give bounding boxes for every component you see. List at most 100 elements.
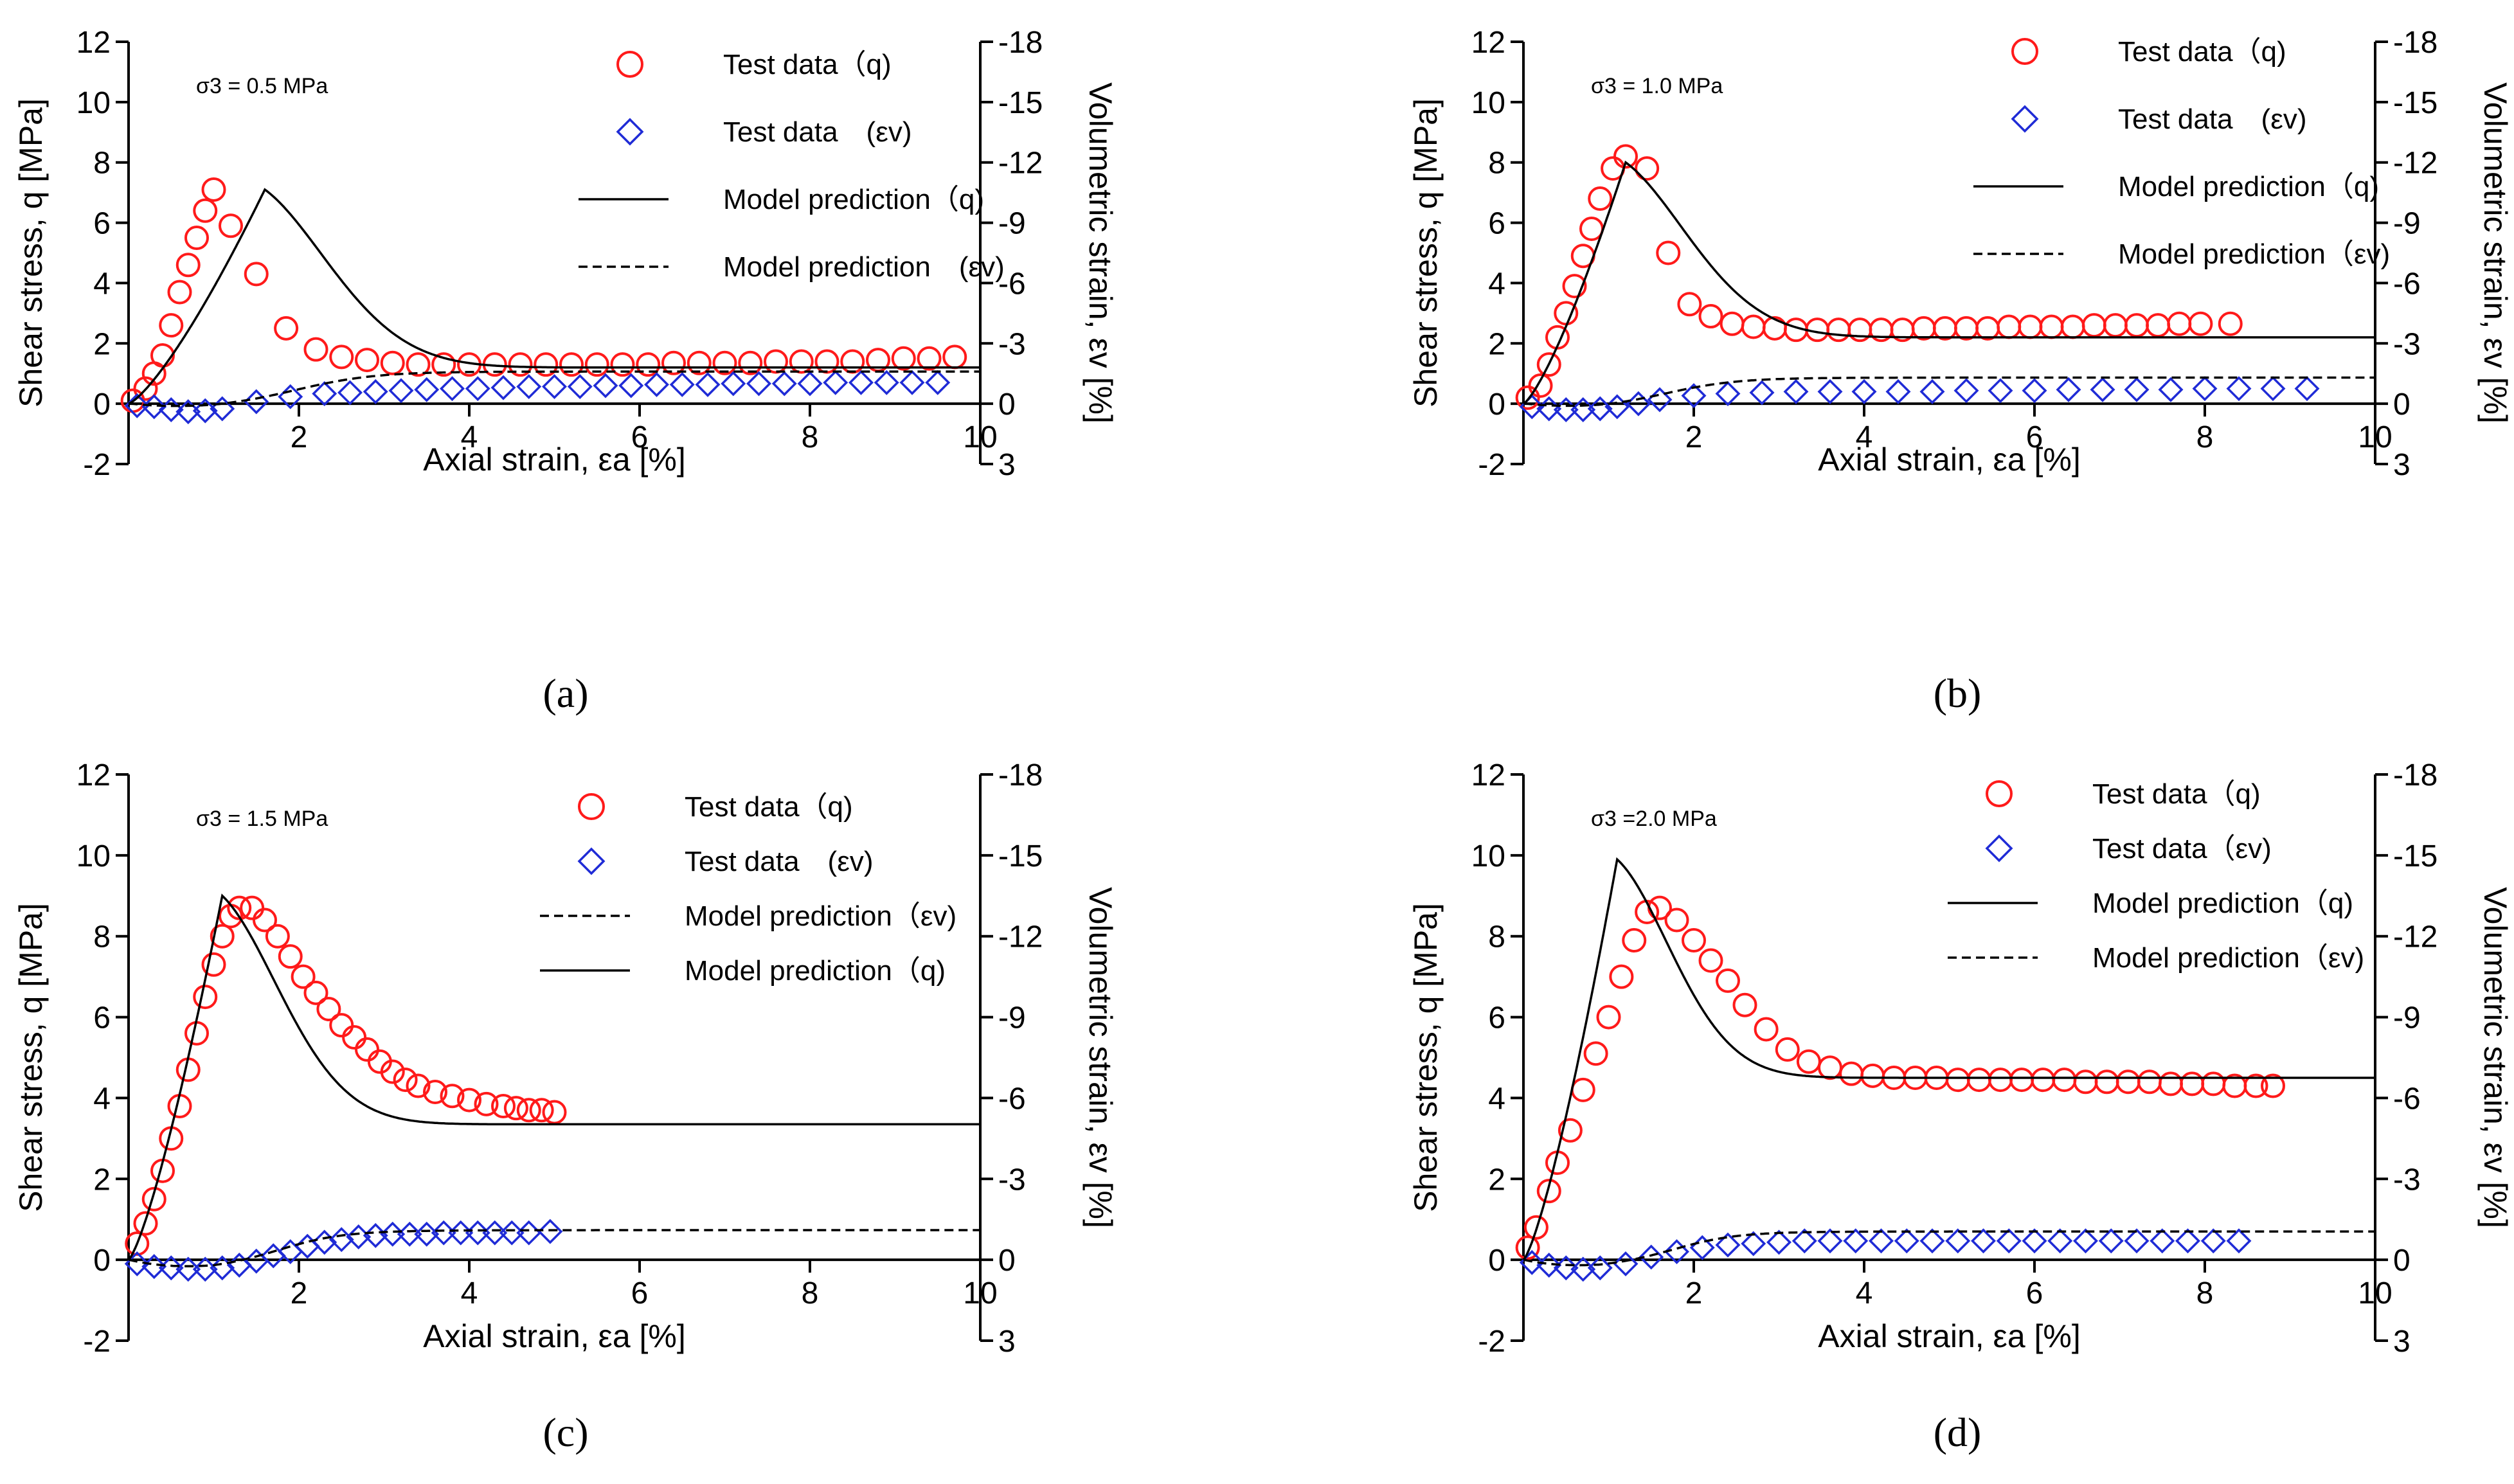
y-tick-label: 12 xyxy=(76,26,111,60)
test-q-point xyxy=(380,350,405,375)
x-tick-label: 10 xyxy=(2358,420,2392,454)
y2-tick-label: -15 xyxy=(2393,86,2438,120)
y-tick-label: 12 xyxy=(1471,26,1505,60)
test-q-point xyxy=(491,1094,516,1119)
test-ev-point xyxy=(1766,1229,1791,1255)
test-ev-point xyxy=(2226,376,2252,402)
test-ev-point xyxy=(1681,383,1707,409)
legend-label: Test data（εv) xyxy=(2092,833,2272,864)
test-ev-point xyxy=(797,371,823,397)
y2-tick-label: -3 xyxy=(998,1163,1026,1197)
y-axis-label: Shear stress, q [MPa] xyxy=(13,903,49,1212)
y-tick-label: 8 xyxy=(93,147,111,181)
test-q-point xyxy=(1635,156,1660,181)
test-q-point xyxy=(125,1231,150,1256)
test-ev-point xyxy=(2260,376,2286,402)
test-ev-point xyxy=(1919,379,1945,404)
test-ev-point xyxy=(1817,379,1843,404)
test-ev-point xyxy=(2022,1228,2047,1254)
y2-tick-label: -15 xyxy=(998,86,1043,120)
test-q-point xyxy=(193,985,218,1010)
test-q-point xyxy=(342,1025,367,1050)
test-ev-point xyxy=(2124,377,2150,402)
test-ev-point xyxy=(537,1219,563,1244)
test-q-point xyxy=(1558,1118,1583,1143)
test-ev-point xyxy=(2200,1228,2226,1254)
test-q-point xyxy=(2188,311,2213,336)
y-tick-label: 2 xyxy=(93,327,111,361)
test-q-point xyxy=(184,1021,209,1046)
test-q-point xyxy=(219,213,243,238)
test-q-point xyxy=(193,198,218,223)
test-ev-point xyxy=(542,374,567,400)
y-tick-label: 6 xyxy=(1488,1001,1505,1035)
test-ev-point xyxy=(1869,1228,1894,1254)
test-q-point xyxy=(2159,1071,2183,1096)
test-ev-point xyxy=(397,1221,422,1247)
x-tick-label: 10 xyxy=(963,420,997,454)
test-ev-point xyxy=(2150,1228,2175,1254)
test-q-point xyxy=(917,346,942,371)
test-q-point xyxy=(406,1073,431,1098)
test-q-point xyxy=(1613,144,1638,169)
model-ev-line xyxy=(1523,1230,2375,1267)
test-ev-point xyxy=(1783,379,1809,404)
y2-tick-label: -15 xyxy=(998,839,1043,873)
test-q-point xyxy=(1622,928,1647,953)
test-q-point xyxy=(764,349,788,374)
test-ev-point xyxy=(669,371,695,397)
test-q-point xyxy=(1596,1005,1621,1030)
test-q-point xyxy=(2018,314,2043,339)
y-tick-label: 10 xyxy=(1471,86,1505,120)
test-ev-point xyxy=(1894,1228,1919,1254)
test-ev-point xyxy=(440,376,465,402)
test-ev-point xyxy=(2090,377,2115,402)
x-tick-label: 2 xyxy=(1685,1276,1703,1310)
y2-tick-label: -6 xyxy=(998,1082,1026,1116)
legend-marker-test-q xyxy=(578,793,605,820)
test-q-point xyxy=(2060,314,2085,339)
test-q-point xyxy=(150,343,175,368)
y2-tick-label: -3 xyxy=(998,327,1026,361)
y-tick-label: 10 xyxy=(76,839,111,873)
test-ev-point xyxy=(848,370,874,395)
test-ev-point xyxy=(899,370,925,395)
test-ev-point xyxy=(644,371,669,397)
test-q-point xyxy=(2261,1073,2285,1098)
sigma-annotation: σ3 =2.0 MPa xyxy=(1591,807,1717,831)
test-ev-point xyxy=(1664,1239,1689,1265)
y2-tick-label: -18 xyxy=(998,26,1043,60)
test-ev-point xyxy=(1791,1228,1817,1254)
test-q-point xyxy=(2115,1069,2141,1095)
x-tick-label: 10 xyxy=(2358,1276,2392,1310)
test-ev-point xyxy=(1885,379,1911,404)
legend-marker-test-q xyxy=(616,51,643,78)
model-q-line xyxy=(127,893,980,1261)
y2-tick-label: -12 xyxy=(998,147,1043,181)
x-tick-label: 2 xyxy=(291,420,308,454)
test-ev-point xyxy=(312,381,337,406)
test-ev-point xyxy=(2226,1228,2252,1254)
test-q-point xyxy=(1932,316,1957,341)
y-tick-label: 6 xyxy=(93,207,111,241)
x-axis-label: Axial strain, εa [%] xyxy=(423,1318,686,1354)
test-q-point xyxy=(1698,948,1723,973)
test-q-point xyxy=(303,337,328,362)
x-axis-label: Axial strain, εa [%] xyxy=(1818,442,2081,478)
test-q-point xyxy=(1826,317,1851,343)
test-q-point xyxy=(1818,1055,1842,1080)
y2-tick-label: -18 xyxy=(998,758,1043,792)
test-ev-point xyxy=(1613,1251,1639,1276)
test-q-point xyxy=(2124,313,2149,338)
test-q-point xyxy=(1664,907,1689,933)
test-q-point xyxy=(1682,928,1706,953)
test-ev-point xyxy=(823,370,848,395)
test-q-point xyxy=(584,352,609,377)
y2-tick-label: -9 xyxy=(998,207,1026,241)
test-ev-point xyxy=(1715,1232,1741,1258)
test-ev-point xyxy=(695,371,721,397)
y-tick-label: 8 xyxy=(1488,147,1505,181)
panel-label: (d) xyxy=(1934,1409,1982,1455)
legend-label: Model prediction（q) xyxy=(685,955,946,987)
test-q-point xyxy=(1719,311,1745,336)
